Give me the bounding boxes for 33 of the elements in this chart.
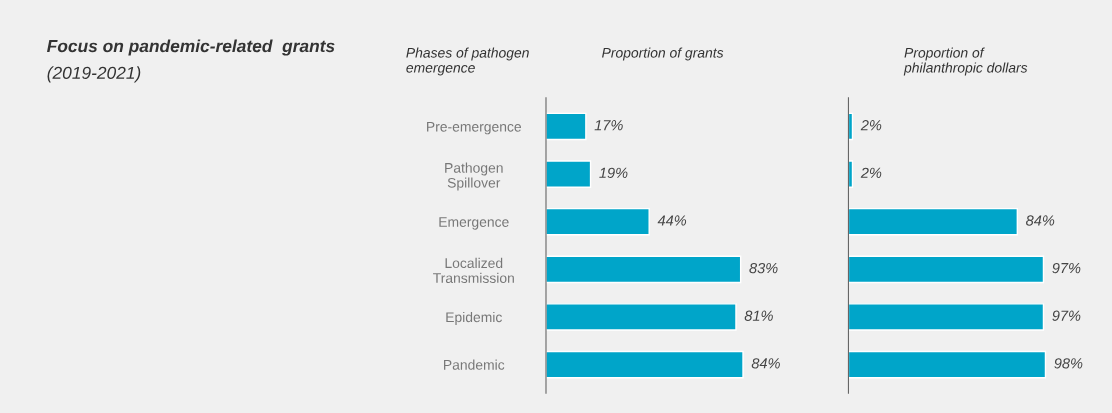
text: Focus on pandemic-related grants (47, 39, 335, 56)
bar (545, 350, 744, 379)
bar (848, 350, 1047, 379)
data-label: 83% (749, 262, 778, 274)
data-label: 19% (599, 167, 628, 178)
data-label: 97% (1052, 262, 1081, 274)
bar (545, 207, 650, 236)
y-axis-title: Phases of pathogen emergence (406, 47, 529, 76)
data-label: 2% (860, 120, 882, 131)
bar (545, 255, 742, 284)
chart-title: Proportion of grants (602, 47, 724, 61)
bar (848, 207, 1019, 236)
data-label: 97% (1052, 310, 1081, 321)
text: (2019-2021) (47, 66, 141, 83)
bar (848, 255, 1045, 284)
y-tick-label: Pandemic (444, 359, 505, 370)
data-label: 44% (657, 215, 687, 226)
data-label: 2% (860, 167, 882, 178)
bar (848, 303, 1045, 331)
y-tick-label: Pre-emergence (427, 121, 522, 135)
y-tick-label: Localized Transmission (433, 257, 514, 283)
data-label: 81% (744, 310, 773, 321)
y-tick-label: Pathogen Spillover (445, 162, 503, 191)
data-label: 84% (751, 358, 780, 369)
bar (545, 303, 737, 331)
chart-title: Proportion of philanthropic dollars (903, 47, 1028, 76)
data-label: 84% (1026, 215, 1055, 226)
y-tick-label: Emergence (439, 217, 509, 230)
y-tick-label: Epidemic (446, 311, 502, 325)
data-label: 98% (1054, 358, 1083, 369)
data-label: 17% (594, 120, 623, 131)
bar (545, 112, 587, 141)
bar (545, 160, 592, 188)
